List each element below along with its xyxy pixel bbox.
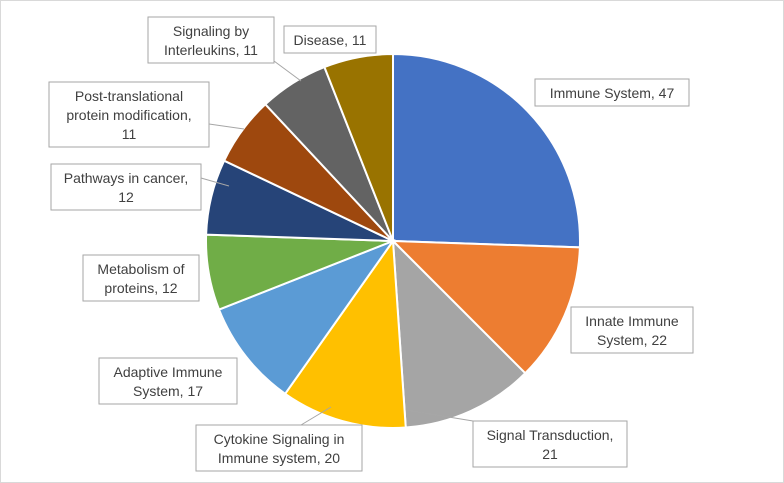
data-label-innate-immune-system: Innate Immune System, 22: [570, 306, 694, 354]
data-label-text: Signal Transduction,: [487, 427, 614, 443]
leader-line-signaling-by-interleukins: [273, 60, 302, 82]
data-label-pathways-in-cancer: Pathways in cancer, 12: [50, 163, 202, 211]
data-label-box: [570, 306, 694, 354]
data-label-text: 11: [122, 126, 137, 142]
data-label-text: Cytokine Signaling in: [214, 431, 345, 447]
data-label-text: 21: [542, 446, 558, 462]
leader-line-signal-transduction: [405, 409, 474, 422]
data-label-text: Interleukins, 11: [164, 42, 258, 58]
leader-line-post-translational-protein-modification: [208, 123, 245, 130]
data-label-text: Metabolism of: [97, 261, 184, 277]
pie-slice-adaptive-immune-system: [217, 238, 396, 396]
data-label-metabolism-of-proteins: Metabolism of proteins, 12: [82, 254, 200, 302]
data-label-box: [50, 163, 202, 211]
data-label-text: protein modification,: [66, 107, 191, 123]
data-label-text: Immune System, 47: [550, 85, 675, 101]
data-label-signaling-by-interleukins: Signaling by Interleukins, 11: [147, 16, 275, 64]
pie-slices: [205, 52, 581, 429]
pie-slice-disease: [323, 52, 394, 242]
data-label-signal-transduction: Signal Transduction, 21: [472, 420, 628, 468]
data-label-box: [98, 357, 238, 405]
data-label-immune-system: Immune System, 47: [534, 78, 690, 107]
data-label-box: [534, 78, 690, 107]
data-label-text: Signaling by: [173, 23, 249, 39]
pie-slice-immune-system: [392, 52, 581, 249]
data-label-disease: Disease, 11: [283, 25, 377, 54]
data-label-text: System, 22: [597, 332, 667, 348]
leader-line-cytokine-signaling-in-immune-system: [300, 406, 332, 426]
data-label-text: Adaptive Immune: [114, 364, 223, 380]
data-label-text: Innate Immune: [585, 313, 679, 329]
data-labels: Immune System, 47 Innate Immune System, 22…: [48, 16, 694, 472]
data-label-box: [472, 420, 628, 468]
pie-slice-innate-immune-system: [390, 239, 581, 375]
leader-line-pathways-in-cancer: [200, 177, 230, 187]
data-label-box: [48, 81, 210, 148]
data-label-text: proteins, 12: [104, 280, 177, 296]
data-label-box: [283, 25, 377, 54]
data-label-text: Pathways in cancer,: [64, 170, 189, 186]
data-label-text: Post-translational: [75, 88, 183, 104]
data-label-adaptive-immune-system: Adaptive Immune System, 17: [98, 357, 238, 405]
pie-slice-signal-transduction: [391, 238, 527, 429]
data-label-box: [147, 16, 275, 64]
pie-slice-cytokine-signaling-in-immune-system: [283, 238, 407, 429]
leader-lines: [200, 60, 474, 426]
data-label-cytokine-signaling-in-immune-system: Cytokine Signaling in Immune system, 20: [195, 424, 363, 472]
data-label-text: 12: [118, 189, 134, 205]
data-label-text: Disease, 11: [294, 32, 367, 48]
data-label-box: [195, 424, 363, 472]
data-label-text: System, 17: [133, 383, 203, 399]
data-label-box: [82, 254, 200, 302]
data-label-text: Immune system, 20: [218, 450, 340, 466]
data-label-post-translational-protein-modification: Post-translational protein modification, 1…: [48, 81, 210, 148]
